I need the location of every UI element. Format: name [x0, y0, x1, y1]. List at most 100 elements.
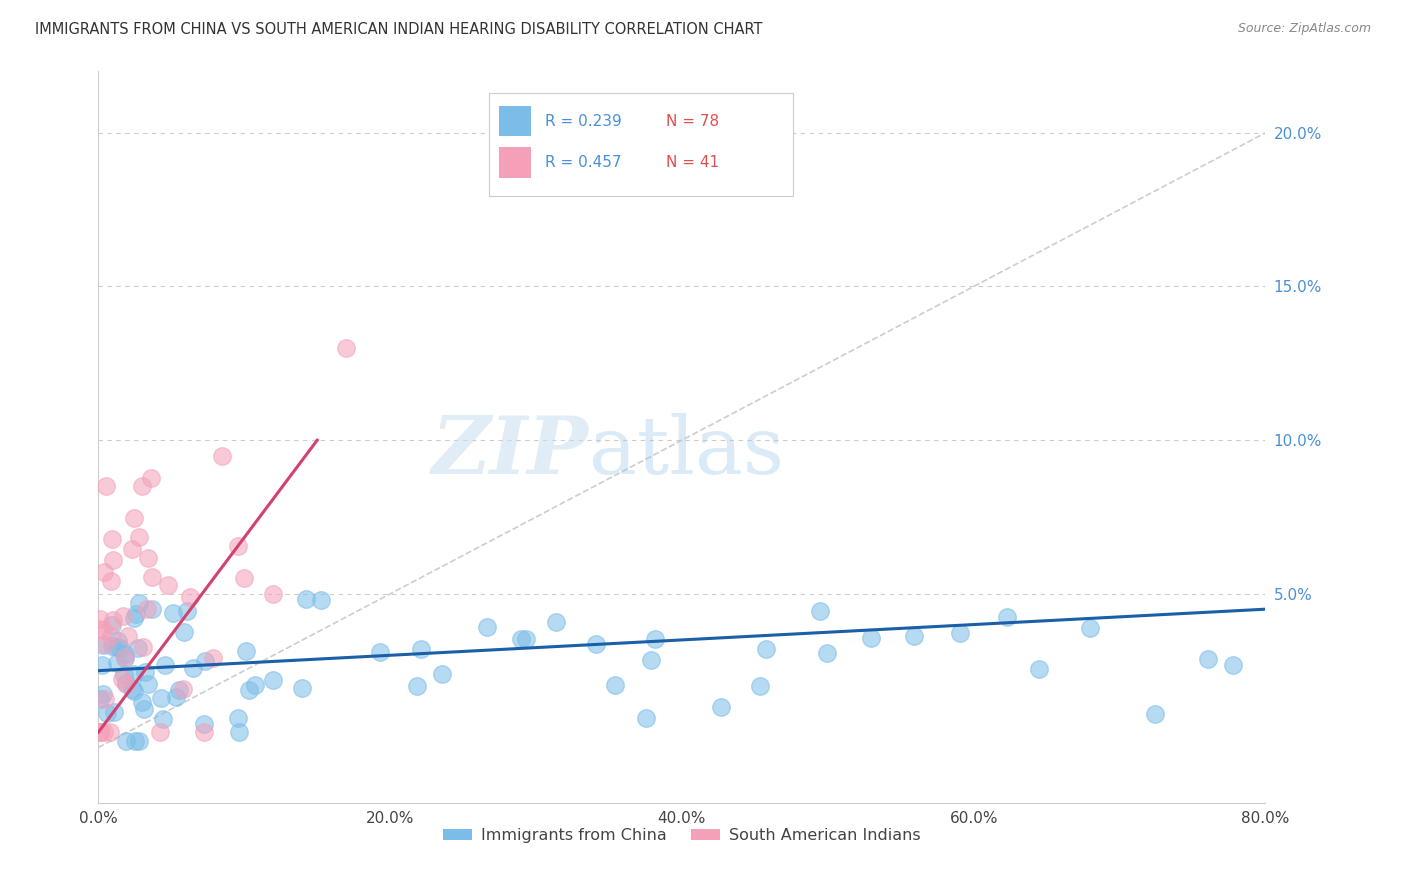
Point: [132, 702, 155, 716]
Point: [135, 602, 157, 616]
Point: [808, 603, 831, 617]
Point: [152, 713, 174, 727]
Point: [122, 611, 145, 625]
Point: [949, 625, 972, 640]
Point: [100, 574, 122, 588]
Point: [544, 615, 567, 629]
Point: [634, 710, 657, 724]
Point: [121, 542, 143, 557]
FancyBboxPatch shape: [489, 94, 793, 195]
Point: [202, 651, 225, 665]
Legend: Immigrants from China, South American Indians: Immigrants from China, South American In…: [436, 822, 928, 850]
Point: [93, 565, 115, 579]
Point: [193, 725, 215, 739]
Point: [91, 639, 114, 653]
Point: [997, 610, 1019, 624]
Point: [115, 677, 138, 691]
Point: [430, 666, 453, 681]
Point: [165, 690, 187, 705]
Point: [309, 593, 332, 607]
Point: [105, 656, 128, 670]
Point: [101, 613, 124, 627]
Point: [91, 687, 114, 701]
Point: [89, 691, 111, 706]
Point: [228, 725, 250, 739]
Point: [114, 647, 136, 661]
Point: [122, 510, 145, 524]
Text: N = 78: N = 78: [665, 113, 718, 128]
Point: [125, 607, 148, 622]
Point: [149, 690, 172, 705]
Point: [477, 619, 499, 633]
Point: [128, 530, 150, 544]
Point: [233, 571, 256, 585]
Point: [179, 591, 201, 605]
Point: [172, 681, 194, 696]
Point: [94, 692, 117, 706]
Text: R = 0.457: R = 0.457: [546, 155, 621, 170]
Point: [89, 725, 111, 739]
Point: [903, 629, 925, 643]
Point: [815, 646, 838, 660]
Point: [93, 725, 115, 739]
Point: [169, 682, 191, 697]
Point: [748, 679, 770, 693]
Point: [91, 623, 114, 637]
Point: [91, 658, 114, 673]
Point: [515, 632, 537, 647]
Point: [89, 725, 111, 739]
FancyBboxPatch shape: [499, 106, 531, 136]
Point: [124, 684, 146, 698]
Point: [157, 578, 180, 592]
Point: [101, 532, 124, 546]
Point: [122, 667, 145, 681]
Point: [141, 602, 163, 616]
Point: [103, 706, 125, 720]
Point: [89, 612, 111, 626]
Point: [124, 734, 146, 748]
Point: [405, 679, 427, 693]
Point: [173, 625, 195, 640]
Point: [291, 681, 314, 695]
Point: [141, 470, 163, 484]
Point: [128, 596, 150, 610]
Point: [1078, 621, 1101, 635]
Point: [141, 570, 163, 584]
Point: [101, 639, 124, 653]
Text: atlas: atlas: [589, 413, 783, 491]
Point: [1197, 652, 1219, 666]
Point: [644, 632, 666, 646]
Point: [193, 717, 215, 731]
Text: IMMIGRANTS FROM CHINA VS SOUTH AMERICAN INDIAN HEARING DISABILITY CORRELATION CH: IMMIGRANTS FROM CHINA VS SOUTH AMERICAN …: [35, 22, 762, 37]
Point: [103, 552, 125, 566]
Point: [262, 673, 284, 687]
Point: [183, 661, 205, 675]
Point: [107, 633, 129, 648]
Point: [131, 640, 153, 655]
Point: [128, 734, 150, 748]
Point: [136, 551, 159, 566]
Point: [131, 695, 153, 709]
FancyBboxPatch shape: [499, 147, 531, 178]
Point: [295, 591, 318, 606]
Point: [755, 641, 778, 656]
Point: [640, 653, 662, 667]
Point: [114, 734, 136, 748]
Point: [194, 654, 217, 668]
Text: R = 0.239: R = 0.239: [546, 113, 621, 128]
Point: [105, 640, 128, 655]
Point: [603, 678, 626, 692]
Point: [1143, 706, 1166, 721]
Point: [114, 650, 136, 665]
Point: [710, 699, 733, 714]
Point: [335, 341, 357, 355]
Point: [211, 449, 233, 463]
Text: Source: ZipAtlas.com: Source: ZipAtlas.com: [1237, 22, 1371, 36]
Point: [409, 641, 432, 656]
Point: [115, 676, 138, 690]
Point: [226, 540, 249, 554]
Point: [510, 632, 533, 647]
Point: [176, 604, 198, 618]
Point: [149, 725, 172, 739]
Point: [153, 657, 176, 672]
